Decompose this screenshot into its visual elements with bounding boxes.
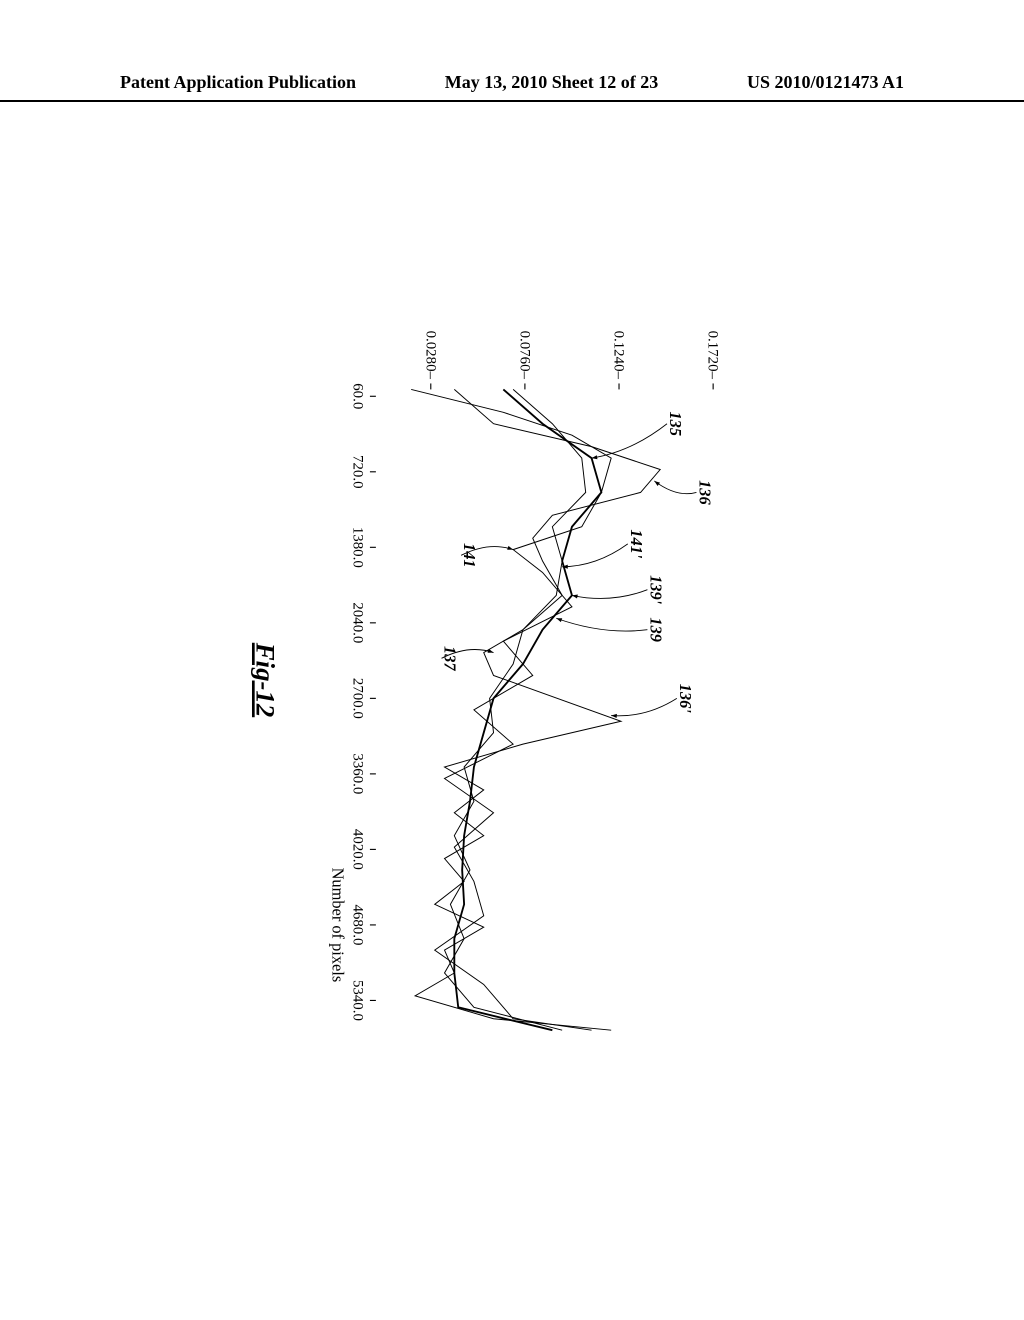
header-date-sheet: May 13, 2010 Sheet 12 of 23 (445, 72, 658, 100)
x-tick-label: 720.0 (350, 455, 366, 489)
callout-leader (572, 590, 647, 599)
callout-arrowhead (654, 481, 660, 486)
y-tick-label: 0.0280– (422, 331, 438, 380)
x-axis-label: Number of pixels (329, 868, 348, 983)
x-tick-label: 1380.0 (350, 527, 366, 568)
series-c (411, 389, 611, 1030)
chart-svg: 0.0280– 0.0760– 0.1240– 0.1720– 60.0 720.0 13… (0, 300, 1020, 1060)
x-tick-label: 5340.0 (350, 980, 366, 1021)
callout-label: 141 (460, 543, 479, 568)
series-b (454, 389, 601, 1030)
x-tick-label: 4020.0 (350, 829, 366, 870)
x-tick-label: 3360.0 (350, 753, 366, 794)
callout-label: 136' (676, 684, 695, 714)
y-tick-label: 0.1240– (611, 331, 627, 380)
callout-label: 139 (646, 617, 665, 642)
callout-label: 137 (441, 646, 460, 671)
x-tick-label: 60.0 (350, 383, 366, 409)
header-application-number: US 2010/0121473 A1 (747, 72, 904, 100)
x-tick-label: 2700.0 (350, 678, 366, 719)
y-tick-label: 0.1720– (705, 331, 721, 380)
figure-12-chart: 0.0280– 0.0760– 0.1240– 0.1720– 60.0 720.0 13… (0, 300, 1020, 1060)
callout-leader (611, 698, 677, 715)
series-d (445, 389, 586, 1030)
x-tick-label: 4680.0 (350, 904, 366, 945)
callout-leader (556, 618, 647, 631)
y-tick-label: 0.0760– (516, 331, 532, 380)
callout-arrowhead (507, 546, 513, 550)
callout-label: 139' (646, 575, 665, 605)
figure-label: Fig-12 (251, 642, 281, 717)
callout-leader (562, 544, 628, 567)
page-header: Patent Application Publication May 13, 2… (0, 72, 1024, 102)
header-publication-type: Patent Application Publication (120, 72, 356, 100)
x-tick-label: 2040.0 (350, 602, 366, 643)
callout-label: 135 (666, 411, 685, 436)
callout-label: 141' (627, 529, 646, 559)
series-a (415, 389, 660, 1030)
callout-leader (654, 481, 696, 494)
callout-arrowhead (556, 618, 562, 622)
callout-label: 136 (695, 480, 714, 505)
